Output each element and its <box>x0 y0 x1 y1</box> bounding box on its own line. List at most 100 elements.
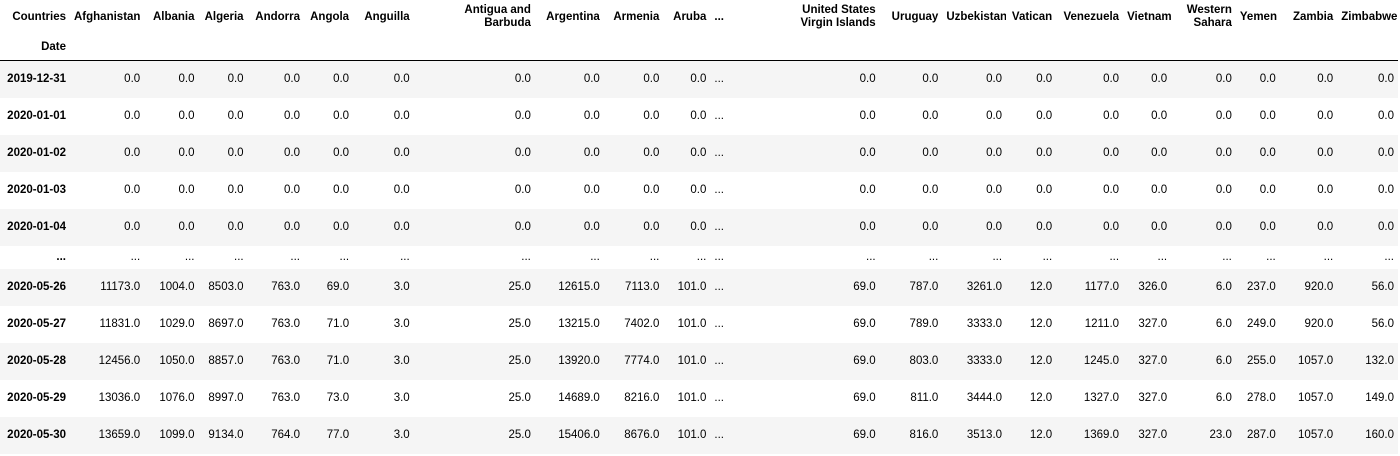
table-row: 2020-01-04 0.0 0.0 0.0 0.0 0.0 0.0 0.0 0.0 0.0 0.0… <box>0 208 1398 246</box>
table-cell: 6.0 <box>1215 355 1232 367</box>
table-cell: 0.0 <box>690 221 707 233</box>
table-cell: 7113.0 <box>625 281 660 293</box>
table-cell: 160.0 <box>1365 429 1394 441</box>
table-cell: 327.0 <box>1138 355 1168 367</box>
table-cell: 0.0 <box>1259 184 1276 196</box>
table-cell: 3.0 <box>393 429 410 441</box>
table-cell: 1327.0 <box>1083 392 1120 404</box>
table-cell: ... <box>649 251 660 263</box>
table-cell: 0.0 <box>1103 184 1120 196</box>
index-header-row: Date <box>0 34 1398 61</box>
column-header: Armenia <box>613 10 660 23</box>
table-cell: 0.0 <box>1215 73 1232 86</box>
table-cell: 3.0 <box>393 392 410 404</box>
table-cell: 12615.0 <box>558 281 600 293</box>
table-cell: 0.0 <box>859 147 876 159</box>
table-cell: 0.0 <box>643 221 660 233</box>
table-cell: 920.0 <box>1304 281 1334 293</box>
table-cell: 0.0 <box>1259 73 1276 86</box>
table-cell: 23.0 <box>1209 429 1232 441</box>
table-cell: 8997.0 <box>208 392 244 404</box>
table-cell: ... <box>696 251 707 263</box>
column-header: United States Virgin Islands <box>800 4 876 29</box>
table-cell: ... <box>928 251 939 263</box>
table-cell: 0.0 <box>1151 147 1168 159</box>
table-cell: 0.0 <box>514 110 531 122</box>
table-cell: 0.0 <box>1378 221 1394 233</box>
index-header-spacer <box>942 34 1007 61</box>
index-header-spacer <box>1171 34 1236 61</box>
table-cell: 1369.0 <box>1083 429 1120 441</box>
table-cell: 3.0 <box>393 318 410 330</box>
table-cell: 278.0 <box>1246 392 1276 404</box>
table-cell: 0.0 <box>227 147 244 159</box>
index-header-spacer <box>534 34 604 61</box>
table-cell: 12.0 <box>1029 318 1053 330</box>
table-cell: 6.0 <box>1215 392 1232 404</box>
table-cell: ... <box>184 251 195 263</box>
table-cell: 8216.0 <box>624 392 660 404</box>
columns-axis-label: Countries <box>12 10 66 23</box>
table-cell: 56.0 <box>1371 281 1394 293</box>
table-cell: 69.0 <box>326 281 350 293</box>
table-cell: 12.0 <box>1029 392 1053 404</box>
index-header-spacer <box>710 34 766 61</box>
table-cell: 12456.0 <box>98 355 141 367</box>
table-cell: 0.0 <box>1151 221 1168 233</box>
table-cell: 3513.0 <box>966 429 1003 441</box>
table-cell: 69.0 <box>853 318 876 330</box>
table-cell: 0.0 <box>859 110 876 122</box>
table-row: 2020-05-27 11831.0 1029.0 8697.0 763.0 71.0 3.… <box>0 305 1398 343</box>
table-cell: 0.0 <box>514 147 531 159</box>
table-cell: 101.0 <box>677 355 707 367</box>
table-cell: 0.0 <box>178 147 195 159</box>
table-cell: 1099.0 <box>159 429 195 441</box>
table-cell: ... <box>1222 251 1232 263</box>
table-cell: 0.0 <box>986 184 1003 196</box>
table-cell: 0.0 <box>178 184 195 196</box>
index-header-spacer <box>247 34 304 61</box>
column-header-row: Countries Afghanistan Albania Algeria Andor… <box>0 0 1398 34</box>
table-cell: 0.0 <box>1378 110 1394 122</box>
table-cell: 3444.0 <box>966 392 1003 404</box>
table-cell: 0.0 <box>124 221 141 233</box>
table-cell: 69.0 <box>853 355 876 367</box>
table-row: 2020-05-28 12456.0 1050.0 8857.0 763.0 71.0 3.… <box>0 342 1398 380</box>
column-header: Western Sahara <box>1186 4 1232 29</box>
table-cell: 3261.0 <box>966 281 1003 293</box>
table-cell: 816.0 <box>909 429 939 441</box>
table-cell: 13920.0 <box>558 355 600 367</box>
table-cell: 0.0 <box>393 184 410 196</box>
table-cell: 3.0 <box>393 355 410 367</box>
table-cell: 0.0 <box>284 110 300 122</box>
table-cell: 0.0 <box>227 110 244 122</box>
index-header-spacer <box>353 34 414 61</box>
table-cell: 811.0 <box>910 392 939 404</box>
table-cell: ... <box>714 221 724 233</box>
table-row: 2020-05-30 13659.0 1099.0 9134.0 764.0 77.0 3.… <box>0 416 1398 454</box>
table-cell: 0.0 <box>393 147 410 159</box>
table-cell: 0.0 <box>690 73 707 86</box>
table-cell: 13215.0 <box>558 318 600 330</box>
index-axis-label: Date <box>0 34 70 61</box>
table-cell: 0.0 <box>1259 147 1276 159</box>
table-cell: 6.0 <box>1215 318 1232 330</box>
table-cell: 6.0 <box>1215 281 1232 293</box>
table-cell: 327.0 <box>1138 429 1168 441</box>
table-cell: 0.0 <box>643 110 660 122</box>
table-cell: 0.0 <box>178 221 195 233</box>
table-row: 2020-05-26 11173.0 1004.0 8503.0 763.0 69.0 3.… <box>0 268 1398 306</box>
table-row: 2020-05-29 13036.0 1076.0 8997.0 763.0 73.0 3.… <box>0 379 1398 417</box>
table-cell: ... <box>1042 251 1053 263</box>
table-cell: ... <box>714 184 724 196</box>
table-cell: 0.0 <box>1103 147 1120 159</box>
table-cell: 0.0 <box>1317 73 1334 86</box>
table-cell: 0.0 <box>1151 184 1168 196</box>
index-header-spacer <box>1056 34 1124 61</box>
table-cell: ... <box>1384 251 1394 263</box>
table-cell: ... <box>714 147 724 159</box>
column-header: Vietnam <box>1127 10 1172 23</box>
column-header: Uruguay <box>891 10 939 23</box>
